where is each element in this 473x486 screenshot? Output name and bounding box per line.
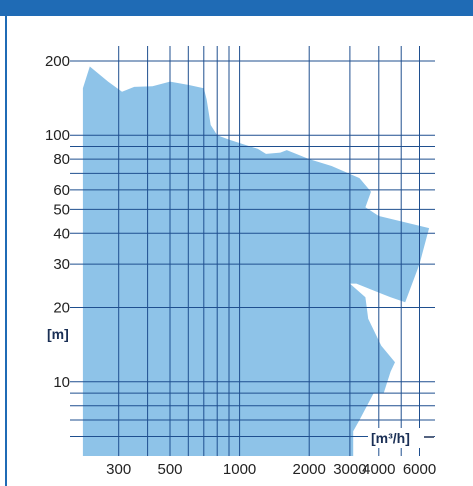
- x-tick-label-4000: 4000: [362, 461, 395, 478]
- y-tick-label-10: 10: [53, 374, 70, 391]
- y-tick-label-60: 60: [53, 182, 70, 199]
- x-tick-label-3000: 3000: [333, 461, 366, 478]
- x-tick-label-1000: 1000: [223, 461, 256, 478]
- left-border: [5, 16, 7, 486]
- x-tick-label-6000: 6000: [403, 461, 436, 478]
- x-tick-label-500: 500: [157, 461, 182, 478]
- label-layer: 10 20 30 40 50 60 80 100 200 300 500 1000 2000 300040…: [45, 53, 436, 478]
- y-axis-label: [m]: [47, 326, 69, 342]
- y-tick-label-100: 100: [45, 127, 70, 144]
- y-tick-label-200: 200: [45, 53, 70, 70]
- y-tick-label-40: 40: [53, 225, 70, 242]
- header-bar: [0, 0, 473, 16]
- xlabel-bg: [368, 428, 434, 448]
- y-tick-label-50: 50: [53, 201, 70, 218]
- x-tick-label-300: 300: [106, 461, 131, 478]
- y-tick-label-20: 20: [53, 300, 70, 317]
- y-tick-label-30: 30: [53, 256, 70, 273]
- x-tick-label-2000: 2000: [293, 461, 326, 478]
- y-tick-label-80: 80: [53, 151, 70, 168]
- area-layer: [82, 66, 430, 456]
- coverage-area-0: [82, 66, 430, 456]
- x-axis-label: [m³/h]: [371, 430, 410, 446]
- grid-layer: [70, 46, 435, 456]
